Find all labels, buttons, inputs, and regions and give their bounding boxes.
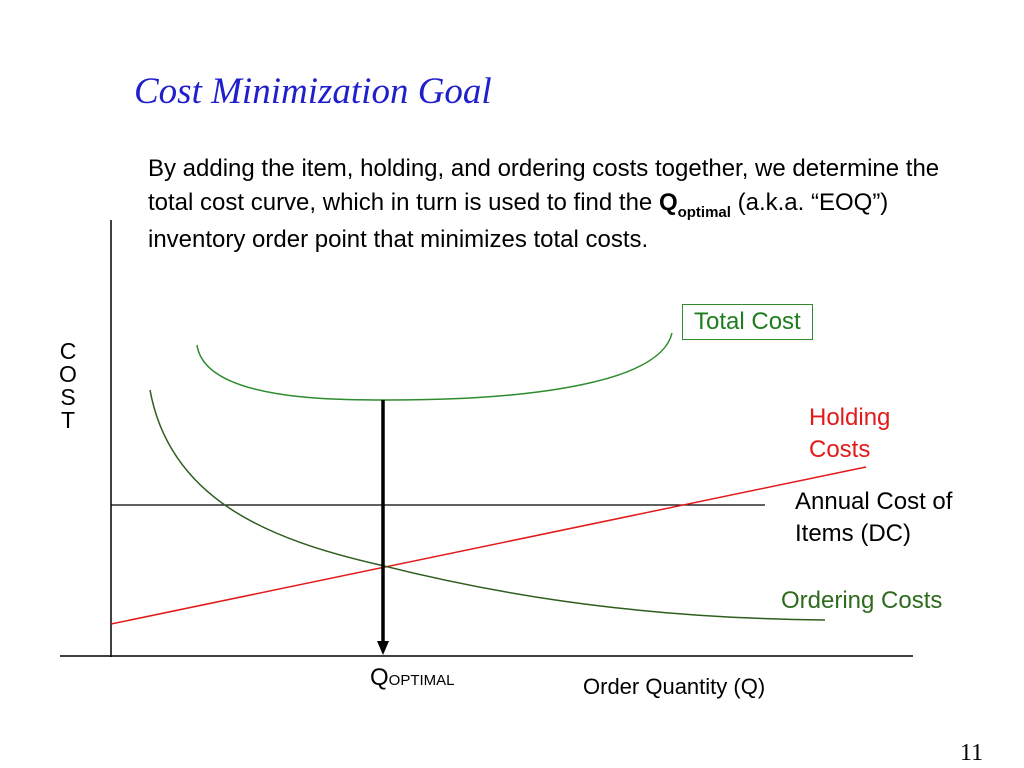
page-number: 11: [960, 740, 984, 766]
annual-cost-label: Annual Cost of Items (DC): [795, 488, 953, 547]
q-optimal-symbol: Q: [658, 189, 678, 216]
slide-body-text: By adding the item, holding, and orderin…: [148, 152, 968, 257]
ordering-cost-curve: [149, 389, 826, 621]
holding-cost-line: [110, 466, 867, 625]
slide-title: Cost Minimization Goal: [134, 71, 492, 112]
q-optimal-label: QOPTIMAL: [370, 664, 455, 692]
body-text-part1: By adding the item, holding, and orderin…: [148, 155, 940, 216]
holding-costs-label: Holding Costs: [809, 404, 891, 463]
q-optimal-arrow-head: [377, 641, 389, 655]
total-cost-curve: [196, 332, 673, 401]
q-optimal-label-symbol: Q: [370, 664, 389, 691]
ordering-costs-label: Ordering Costs: [781, 587, 943, 614]
total-cost-label: Total Cost: [682, 304, 813, 340]
y-axis-label: COST: [59, 338, 77, 433]
q-optimal-subscript: optimal: [677, 204, 731, 221]
body-text-part2: (a.k.a. “EOQ”) inventory order point tha…: [148, 189, 889, 253]
q-optimal-label-subscript: OPTIMAL: [388, 672, 455, 689]
x-axis-label: Order Quantity (Q): [583, 674, 766, 699]
